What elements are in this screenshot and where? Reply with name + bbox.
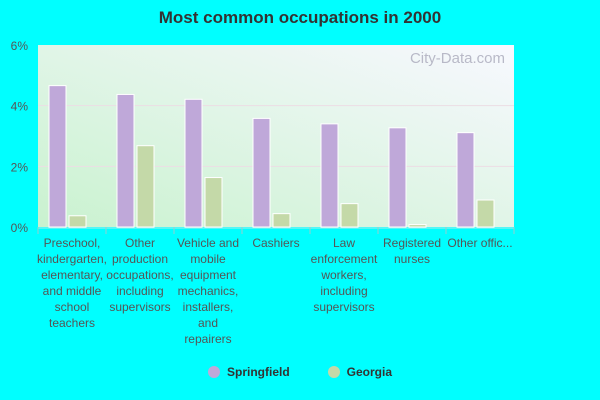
bar-springfield [184,98,203,228]
bar-georgia [408,224,427,228]
bar-springfield [252,117,271,228]
x-tick-label: Cashiers [252,236,299,250]
legend-item-springfield[interactable]: Springfield [207,365,290,379]
bar-georgia [476,199,495,228]
y-tick-label: 4% [11,100,29,114]
bar-springfield [320,123,339,228]
chart-title: Most common occupations in 2000 [158,8,442,27]
bar-georgia [204,177,223,228]
x-tick-label: Preschool, kindergarten, elementary, and mi… [37,236,107,330]
y-tick-label: 6% [11,39,29,53]
legend: Springfield Georgia [0,365,600,379]
bar-georgia [272,213,291,228]
bar-georgia [68,215,87,228]
watermark: City-Data.com [410,50,505,67]
x-tick-label: Other offic... [447,236,512,250]
legend-label: Springfield [226,365,290,379]
y-tick-label: 0% [11,221,29,235]
bar-georgia [136,145,155,228]
bar-springfield [456,132,475,228]
x-tick-label: Other production occupations, including supe… [106,236,173,314]
bar-chart: City-Data.com 0% 2% 4% 6% Preschool, kinderga… [11,39,515,346]
plot-area [38,45,514,227]
x-tick-label: Registered nurses [383,236,441,266]
bar-springfield [48,85,67,228]
legend-item-georgia[interactable]: Georgia [327,365,393,379]
x-tick-label: Vehicle and mobile equipment mechanics, inst… [177,236,239,346]
bar-springfield [388,127,407,228]
bar-springfield [116,93,135,228]
legend-swatch [207,366,220,378]
x-tick-label: Law enforcement workers, including superviso… [311,236,378,314]
bar-georgia [340,203,359,228]
legend-label: Georgia [346,365,393,379]
y-tick-label: 2% [11,160,29,174]
legend-swatch [327,366,340,378]
